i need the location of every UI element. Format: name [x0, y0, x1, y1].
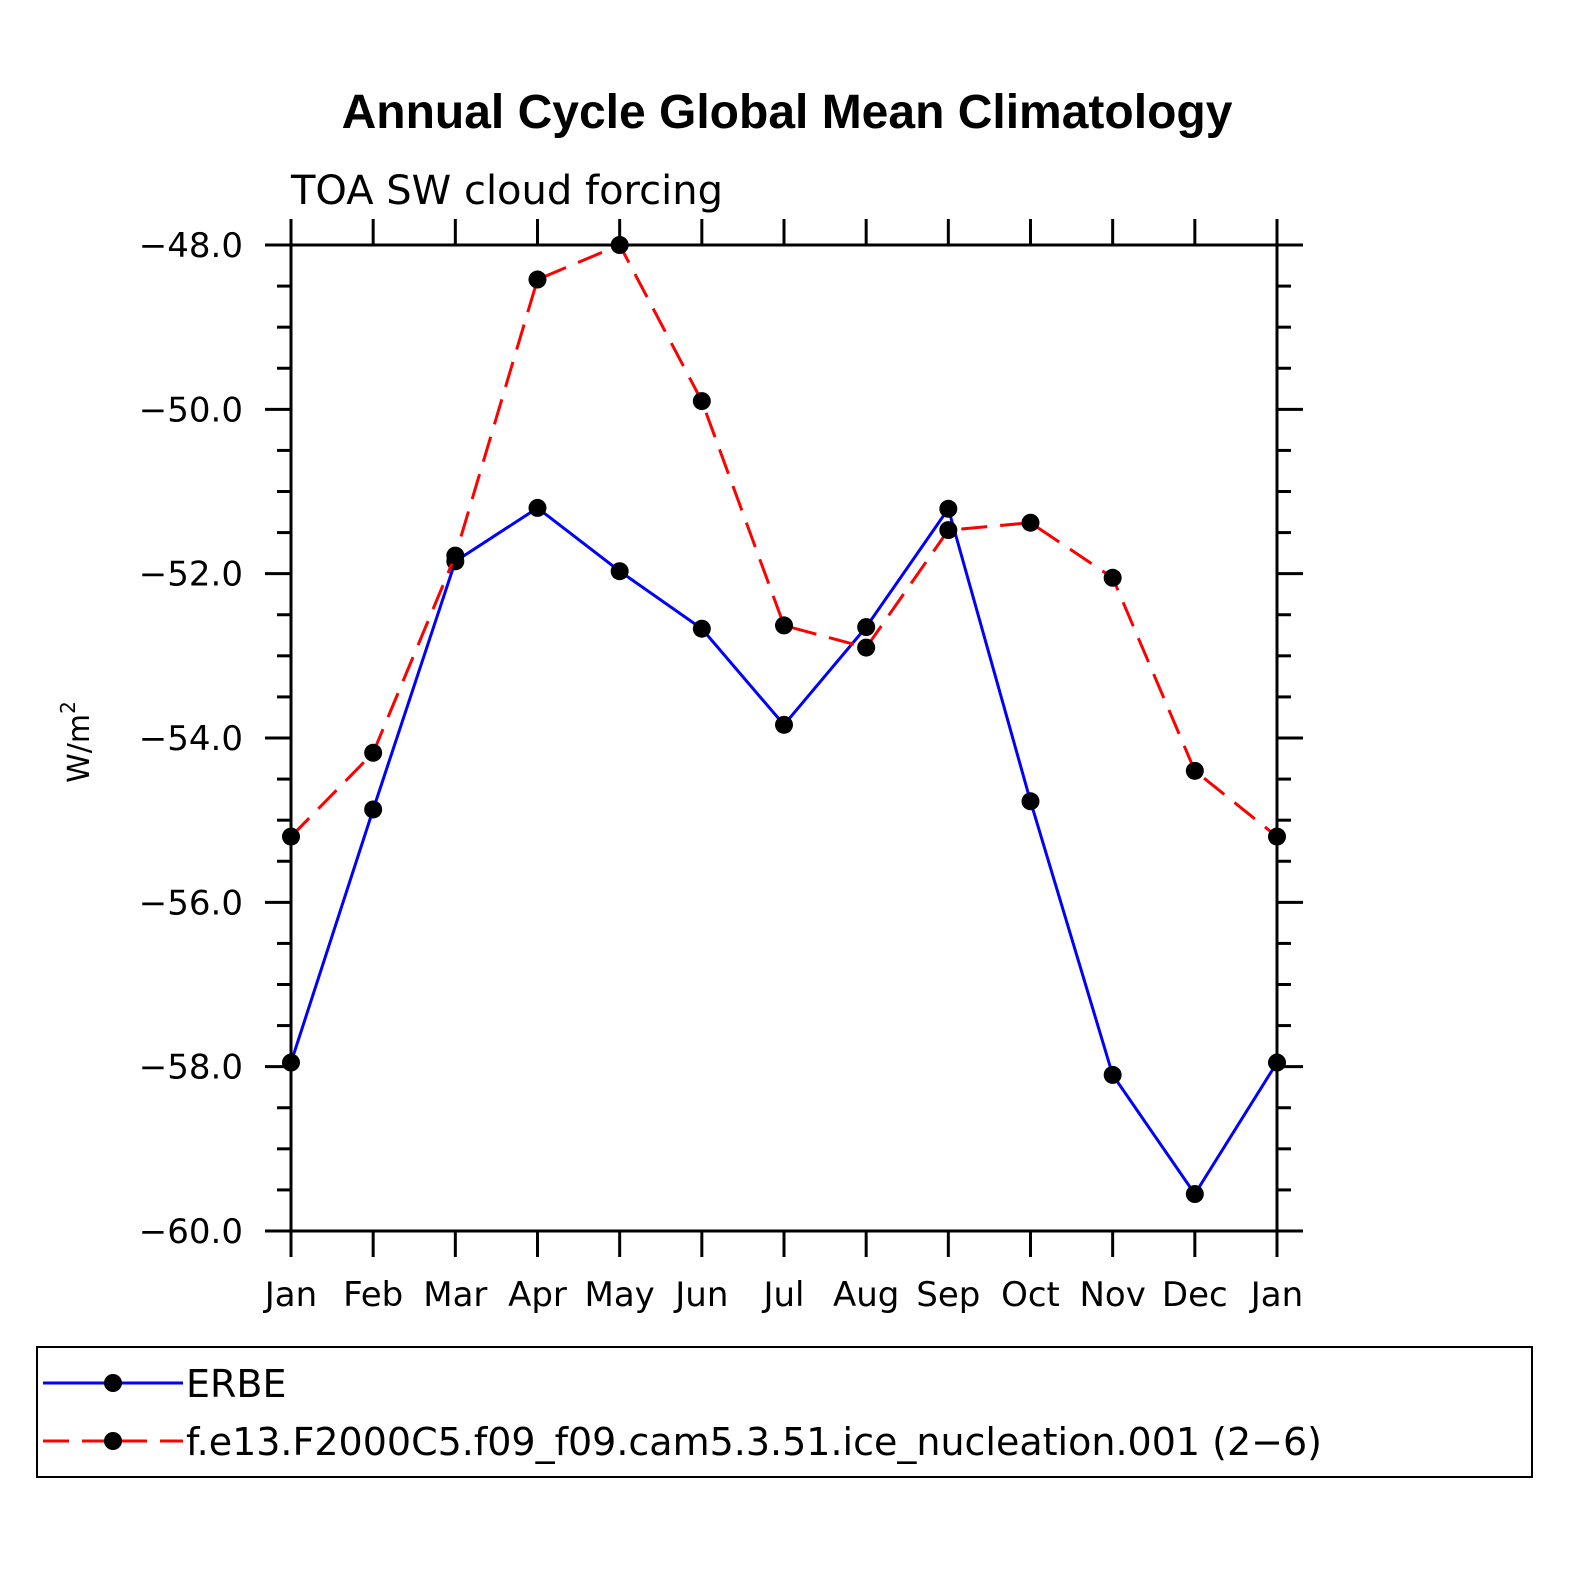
legend-entry-1: ERBE: [43, 1362, 287, 1406]
data-point: [939, 499, 958, 518]
data-point: [775, 616, 793, 635]
y-axis-label-base: W/m: [62, 714, 97, 783]
y-tick-labels: −48.0 −50.0 −52.0 −54.0 −56.0 −58.0 −60.0: [139, 226, 243, 1252]
data-point: [1021, 513, 1040, 532]
x-tick-label: May: [585, 1275, 655, 1315]
data-point: [528, 498, 547, 517]
x-tick-label: Jan: [263, 1275, 317, 1315]
data-point: [1103, 568, 1122, 587]
data-point: [1021, 792, 1040, 811]
data-point: [939, 521, 958, 540]
chart-title: Annual Cycle Global Mean Climatology: [342, 86, 1233, 139]
legend-entry-2: f.e13.F2000C5.f09_f09.cam5.3.51.ice_nucl…: [43, 1420, 1322, 1464]
y-axis-label-superscript: 2: [56, 701, 80, 714]
x-tick-labels: Jan Feb Mar Apr May Jun Jul Aug Sep Oct Nov Dec Jan: [263, 1275, 1303, 1315]
data-point: [446, 546, 465, 565]
data-point: [692, 392, 711, 411]
y-tick-label: −54.0: [139, 719, 243, 759]
y-tick-label: −58.0: [139, 1048, 243, 1088]
data-point: [1185, 761, 1204, 780]
series-layer: [282, 236, 1286, 1204]
legend-entries: ERBE f.e13.F2000C5.f09_f09.cam5.3.51.ice_…: [43, 1362, 1322, 1464]
x-tick-label: Nov: [1079, 1275, 1145, 1315]
y-tick-label: −56.0: [139, 883, 243, 923]
y-axis-label: W/m2: [56, 701, 97, 783]
x-tick-label: Dec: [1162, 1275, 1228, 1315]
data-point: [1185, 1185, 1204, 1204]
x-tick-label: Apr: [508, 1275, 567, 1315]
legend-swatch-marker: [104, 1432, 122, 1450]
series-2: [282, 236, 1286, 846]
data-point: [775, 715, 793, 734]
data-point: [857, 618, 876, 637]
y-tick-label: −50.0: [139, 390, 243, 430]
x-tick-label: Sep: [916, 1275, 980, 1315]
data-point: [528, 270, 547, 289]
legend: ERBE f.e13.F2000C5.f09_f09.cam5.3.51.ice_…: [36, 1346, 1533, 1478]
y-tick-label: −48.0: [139, 226, 243, 266]
data-point: [364, 800, 383, 819]
legend-label: f.e13.F2000C5.f09_f09.cam5.3.51.ice_nucl…: [186, 1420, 1322, 1464]
legend-box: [36, 1346, 1533, 1478]
axis-ticks: [265, 219, 1303, 1257]
series-line: [289, 505, 1279, 1197]
plot-frame: [289, 243, 1279, 1233]
legend-swatch-marker: [104, 1374, 122, 1392]
data-point: [857, 638, 876, 657]
series-line: [289, 243, 1278, 838]
x-tick-label: Oct: [1001, 1275, 1060, 1315]
data-point: [610, 562, 629, 581]
data-point: [364, 743, 383, 762]
x-tick-label: Aug: [833, 1275, 899, 1315]
chart-subtitle: TOA SW cloud forcing: [290, 168, 723, 214]
x-tick-label: Jul: [761, 1275, 804, 1315]
y-tick-label: −60.0: [139, 1212, 243, 1252]
y-tick-label: −52.0: [139, 555, 243, 595]
data-point: [1103, 1065, 1122, 1084]
x-tick-label: Mar: [423, 1275, 487, 1315]
series-1: [282, 498, 1286, 1204]
data-point: [692, 619, 711, 638]
x-tick-label: Jun: [673, 1275, 728, 1315]
legend-label: ERBE: [186, 1362, 287, 1406]
x-tick-label: Jan: [1249, 1275, 1303, 1315]
x-tick-label: Feb: [343, 1275, 403, 1315]
